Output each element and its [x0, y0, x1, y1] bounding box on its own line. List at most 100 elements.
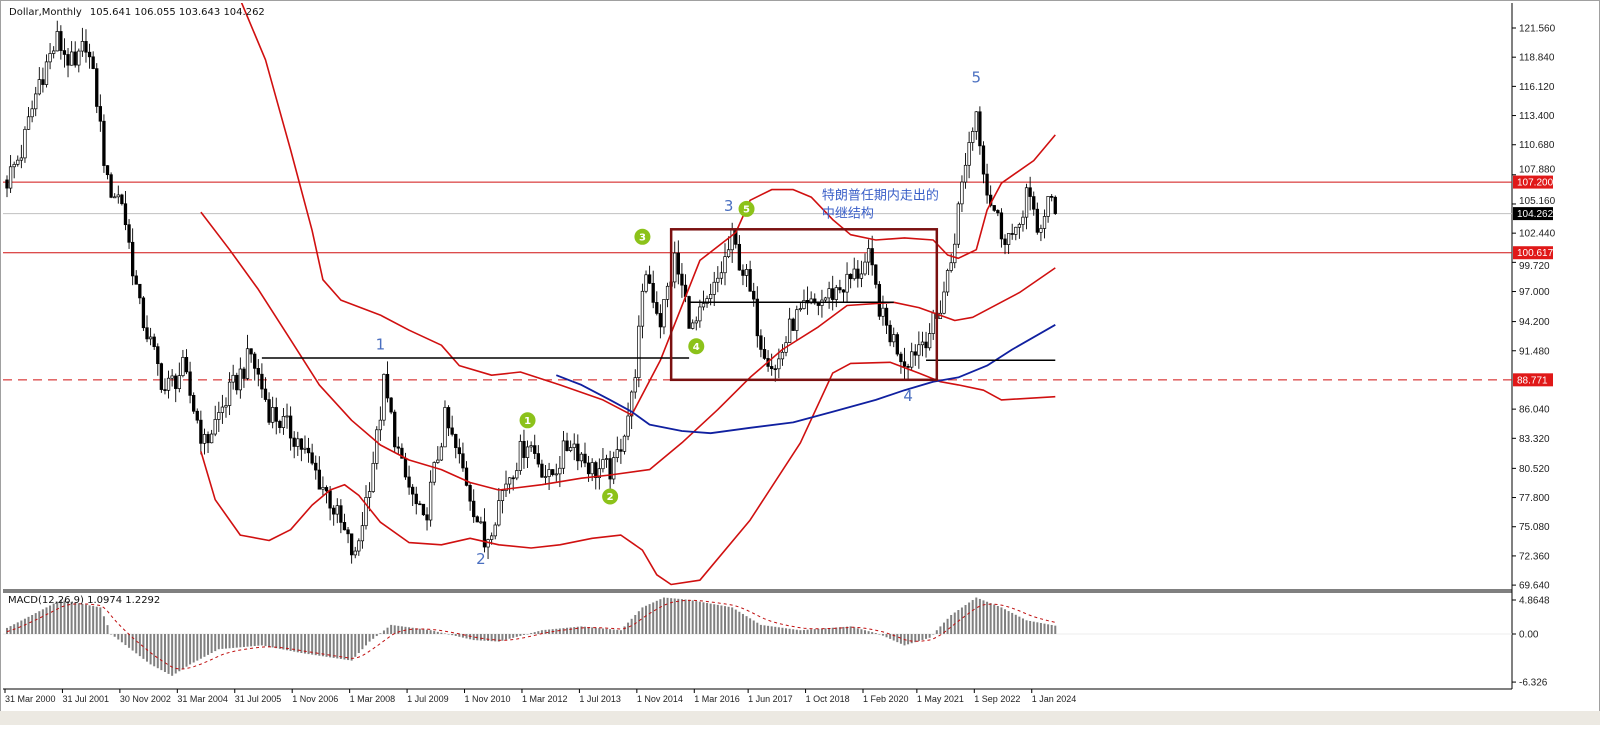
bull-candle-body	[701, 303, 706, 308]
candle	[1021, 210, 1025, 232]
macd-histogram-bar	[49, 605, 52, 634]
bear-candle-body	[619, 449, 623, 452]
macd-histogram-bar	[763, 625, 766, 634]
macd-histogram-bar	[117, 634, 120, 640]
bear-candle-body	[454, 433, 458, 449]
macd-histogram-bar	[52, 603, 55, 634]
candle	[1017, 222, 1022, 239]
macd-histogram-bar	[1000, 607, 1003, 634]
macd-histogram-bar	[1032, 621, 1035, 634]
macd-histogram-bar	[522, 634, 525, 635]
macd-histogram-bar	[318, 634, 321, 656]
macd-histogram-bar	[720, 605, 723, 634]
bull-candle-body	[113, 196, 117, 199]
macd-histogram-bar	[975, 597, 978, 634]
moving-average-line	[555, 324, 1056, 435]
price-tick-label: 86.040	[1519, 405, 1550, 416]
candle	[184, 349, 189, 375]
bear-candle-body	[655, 302, 659, 314]
macd-histogram-bar	[752, 620, 755, 634]
symbol-title: Dollar,Monthly 105.641 106.055 103.643 10…	[9, 7, 265, 18]
macd-histogram-bar	[185, 634, 188, 667]
macd-histogram-bar	[806, 629, 809, 634]
macd-histogram-bar	[971, 600, 974, 634]
candle	[834, 284, 838, 308]
macd-histogram-bar	[332, 634, 335, 658]
candle	[224, 397, 228, 418]
macd-histogram-bar	[196, 634, 199, 661]
bull-candle-body	[525, 446, 530, 458]
macd-histogram-bar	[1043, 623, 1046, 634]
level-price-badge-text: 107.200	[1517, 178, 1554, 189]
bull-candle-body	[558, 467, 562, 475]
macd-histogram-bar	[426, 629, 429, 634]
macd-histogram-bar	[978, 598, 981, 634]
macd-histogram-bar	[946, 618, 949, 634]
macd-histogram-bar	[795, 629, 798, 634]
macd-histogram-bar	[34, 613, 37, 634]
candle	[547, 462, 551, 491]
candle	[34, 86, 38, 117]
macd-histogram-bar	[666, 597, 669, 634]
macd-histogram-bar	[110, 634, 113, 635]
candle	[1006, 233, 1011, 254]
bear-candle-body	[651, 282, 655, 303]
candle	[41, 67, 45, 93]
bull-candle-body	[726, 249, 731, 257]
candle	[120, 193, 124, 206]
bull-candle-body	[281, 415, 286, 428]
bull-candle-body	[931, 312, 935, 334]
macd-histogram-bar	[6, 627, 8, 634]
macd-histogram-bar	[950, 615, 953, 634]
candle	[615, 436, 619, 463]
macd-histogram-bar	[820, 628, 823, 634]
macd-histogram-bar	[526, 634, 529, 635]
macd-histogram-bar	[440, 632, 443, 634]
bear-candle-body	[540, 463, 544, 478]
bear-candle-body	[511, 477, 515, 480]
bear-candle-body	[414, 493, 418, 505]
macd-histogram-bar	[253, 634, 256, 647]
candle	[23, 126, 27, 163]
bull-candle-body	[181, 357, 185, 377]
bull-candle-body	[439, 446, 444, 461]
bull-candle-body	[956, 203, 960, 245]
candle	[856, 260, 860, 288]
bear-candle-body	[1028, 187, 1032, 197]
macd-histogram-bar	[655, 600, 658, 634]
macd-histogram-bar	[867, 631, 870, 634]
macd-histogram-bar	[81, 603, 84, 634]
macd-histogram-bar	[810, 629, 813, 634]
macd-histogram-bar	[77, 603, 80, 634]
bull-candle-body	[432, 462, 436, 483]
bull-candle-body	[866, 248, 871, 263]
candle	[960, 175, 964, 213]
bull-candle-body	[52, 50, 56, 54]
time-tick-label: 1 Mar 2016	[694, 694, 740, 704]
macd-histogram-bar	[224, 634, 227, 649]
candle	[719, 261, 724, 285]
time-tick-label: 31 Jul 2001	[62, 694, 109, 704]
bull-candle-body	[504, 483, 508, 491]
candle	[518, 434, 523, 475]
bear-candle-body	[978, 111, 982, 147]
bear-candle-body	[895, 334, 899, 355]
macd-histogram-bar	[494, 634, 497, 642]
bull-candle-body	[375, 429, 379, 464]
candle	[953, 233, 957, 269]
macd-histogram-bar	[350, 634, 353, 661]
bear-candle-body	[472, 500, 476, 518]
macd-histogram-bar	[303, 634, 306, 654]
bull-candle-body	[321, 487, 325, 490]
candle	[892, 327, 896, 348]
macd-histogram-bar	[386, 627, 389, 634]
candle	[551, 469, 555, 477]
bull-candle-body	[1024, 187, 1029, 218]
bear-candle-body	[981, 145, 986, 175]
candle	[109, 172, 113, 199]
candle	[324, 485, 329, 504]
macd-histogram-bar	[864, 630, 867, 634]
bull-candle-body	[612, 457, 616, 480]
bull-candle-body	[637, 325, 641, 378]
